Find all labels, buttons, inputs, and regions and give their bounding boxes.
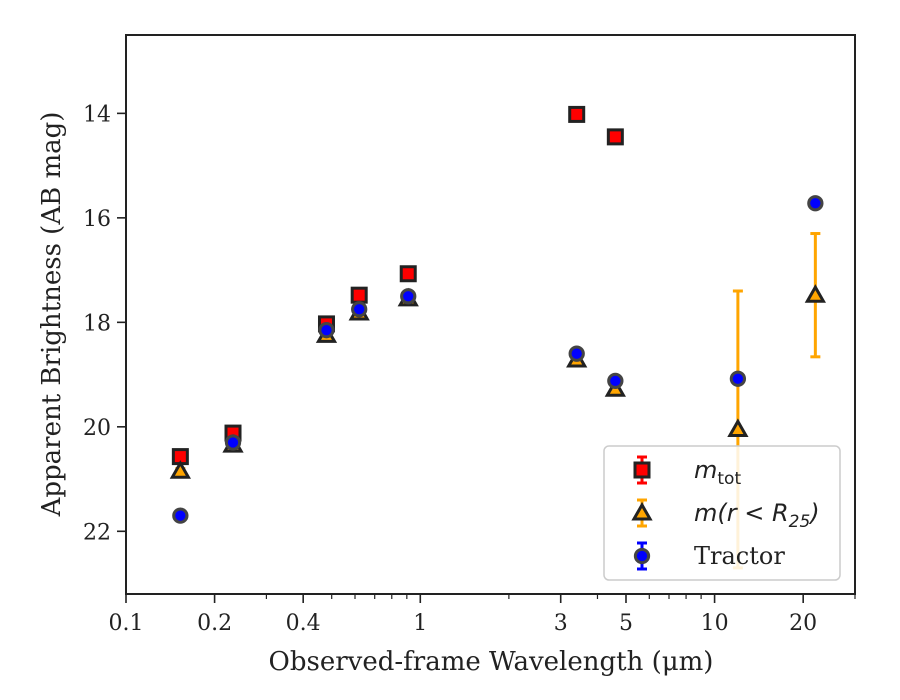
- legend-marker-triangle: [631, 501, 653, 521]
- data-point-circle: [172, 507, 189, 524]
- data-point-circle: [729, 370, 747, 387]
- data-point-circle: [607, 372, 624, 389]
- series-square: [171, 105, 624, 466]
- legend-box: [603, 445, 841, 581]
- data-point-circle: [318, 322, 335, 339]
- y-axis-title: Apparent Brightness (AB mag): [37, 112, 67, 518]
- data-point-square: [568, 105, 586, 123]
- data-point-square: [399, 265, 417, 283]
- plot-layer: [125, 34, 856, 595]
- series-circle: [172, 195, 824, 524]
- legend-marker-square: [633, 461, 651, 479]
- x-tick-label: 3: [554, 611, 568, 636]
- x-tick-label: 10: [701, 611, 729, 636]
- x-tick-label: 5: [619, 611, 633, 636]
- legend-label: mtot: [694, 456, 741, 489]
- data-point-triangle: [727, 418, 749, 437]
- data-point-circle: [568, 345, 585, 362]
- x-tick-label: 0.2: [197, 611, 232, 636]
- data-point-square: [606, 128, 624, 146]
- data-point-triangle: [804, 284, 826, 303]
- plot-frame: [125, 34, 856, 595]
- x-tick-label: 20: [789, 611, 817, 636]
- data-point-circle: [400, 288, 417, 305]
- data-point-circle: [351, 301, 368, 318]
- legend: mtot m(r < R25) Tractor: [603, 445, 841, 581]
- legend-label: m(r < R25): [694, 499, 820, 532]
- data-point-circle: [807, 195, 824, 212]
- data-point-triangle: [169, 460, 191, 479]
- y-tick-label: 18: [83, 311, 111, 336]
- y-tick-label: 14: [83, 102, 111, 127]
- x-axis-title: Observed-frame Wavelength (μm): [269, 647, 714, 677]
- y-tick-label: 16: [83, 207, 111, 232]
- legend-label: Tractor: [694, 542, 785, 570]
- x-tick-label: 0.4: [286, 611, 321, 636]
- x-tick-label: 1: [413, 611, 427, 636]
- data-point-square: [350, 286, 368, 304]
- legend-marker-circle: [633, 547, 651, 565]
- data-point-circle: [224, 434, 242, 451]
- tick-layer: 0.1 0.2 0.4 1 3 5 10 20 14 16 18 20 22: [83, 102, 856, 636]
- y-tick-label: 20: [83, 416, 111, 441]
- marks-layer: [169, 105, 826, 570]
- y-tick-label: 22: [83, 520, 111, 545]
- x-tick-label: 0.1: [109, 611, 144, 636]
